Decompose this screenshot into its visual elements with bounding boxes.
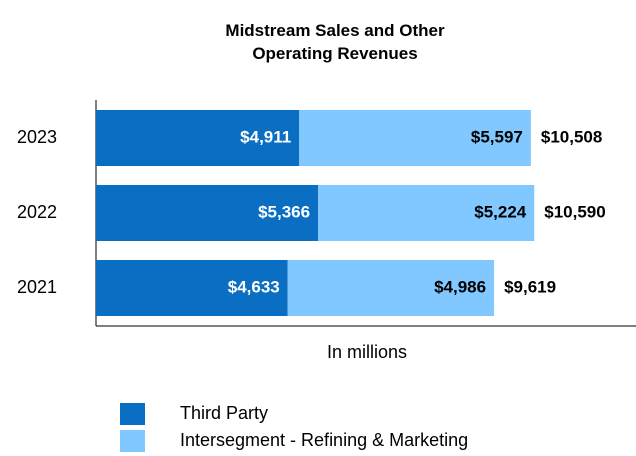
total-label: $10,508 (541, 127, 602, 146)
bar-segment (96, 260, 288, 316)
legend-label: Intersegment - Refining & Marketing (180, 430, 468, 450)
value-label: $4,911 (240, 127, 291, 146)
bar-segment (299, 110, 531, 166)
value-label: $5,597 (471, 127, 523, 146)
value-label: $5,224 (474, 202, 527, 221)
legend-label: Third Party (180, 403, 268, 423)
total-label: $10,590 (544, 202, 605, 221)
y-tick-label: 2021 (17, 277, 57, 297)
bar-segment (96, 110, 300, 166)
y-tick-label: 2023 (17, 127, 57, 147)
legend-swatch (120, 403, 145, 425)
bar-segment (318, 185, 535, 241)
legend-swatch (120, 430, 145, 452)
chart-title: Midstream Sales and Other Operating Reve… (225, 21, 445, 63)
x-axis-label: In millions (327, 342, 407, 362)
value-label: $4,986 (434, 277, 486, 296)
bar-segment (287, 260, 495, 316)
value-label: $4,633 (228, 277, 280, 296)
value-label: $5,366 (258, 202, 310, 221)
bar-segment (96, 185, 319, 241)
total-label: $9,619 (504, 277, 556, 296)
y-tick-label: 2022 (17, 202, 57, 222)
